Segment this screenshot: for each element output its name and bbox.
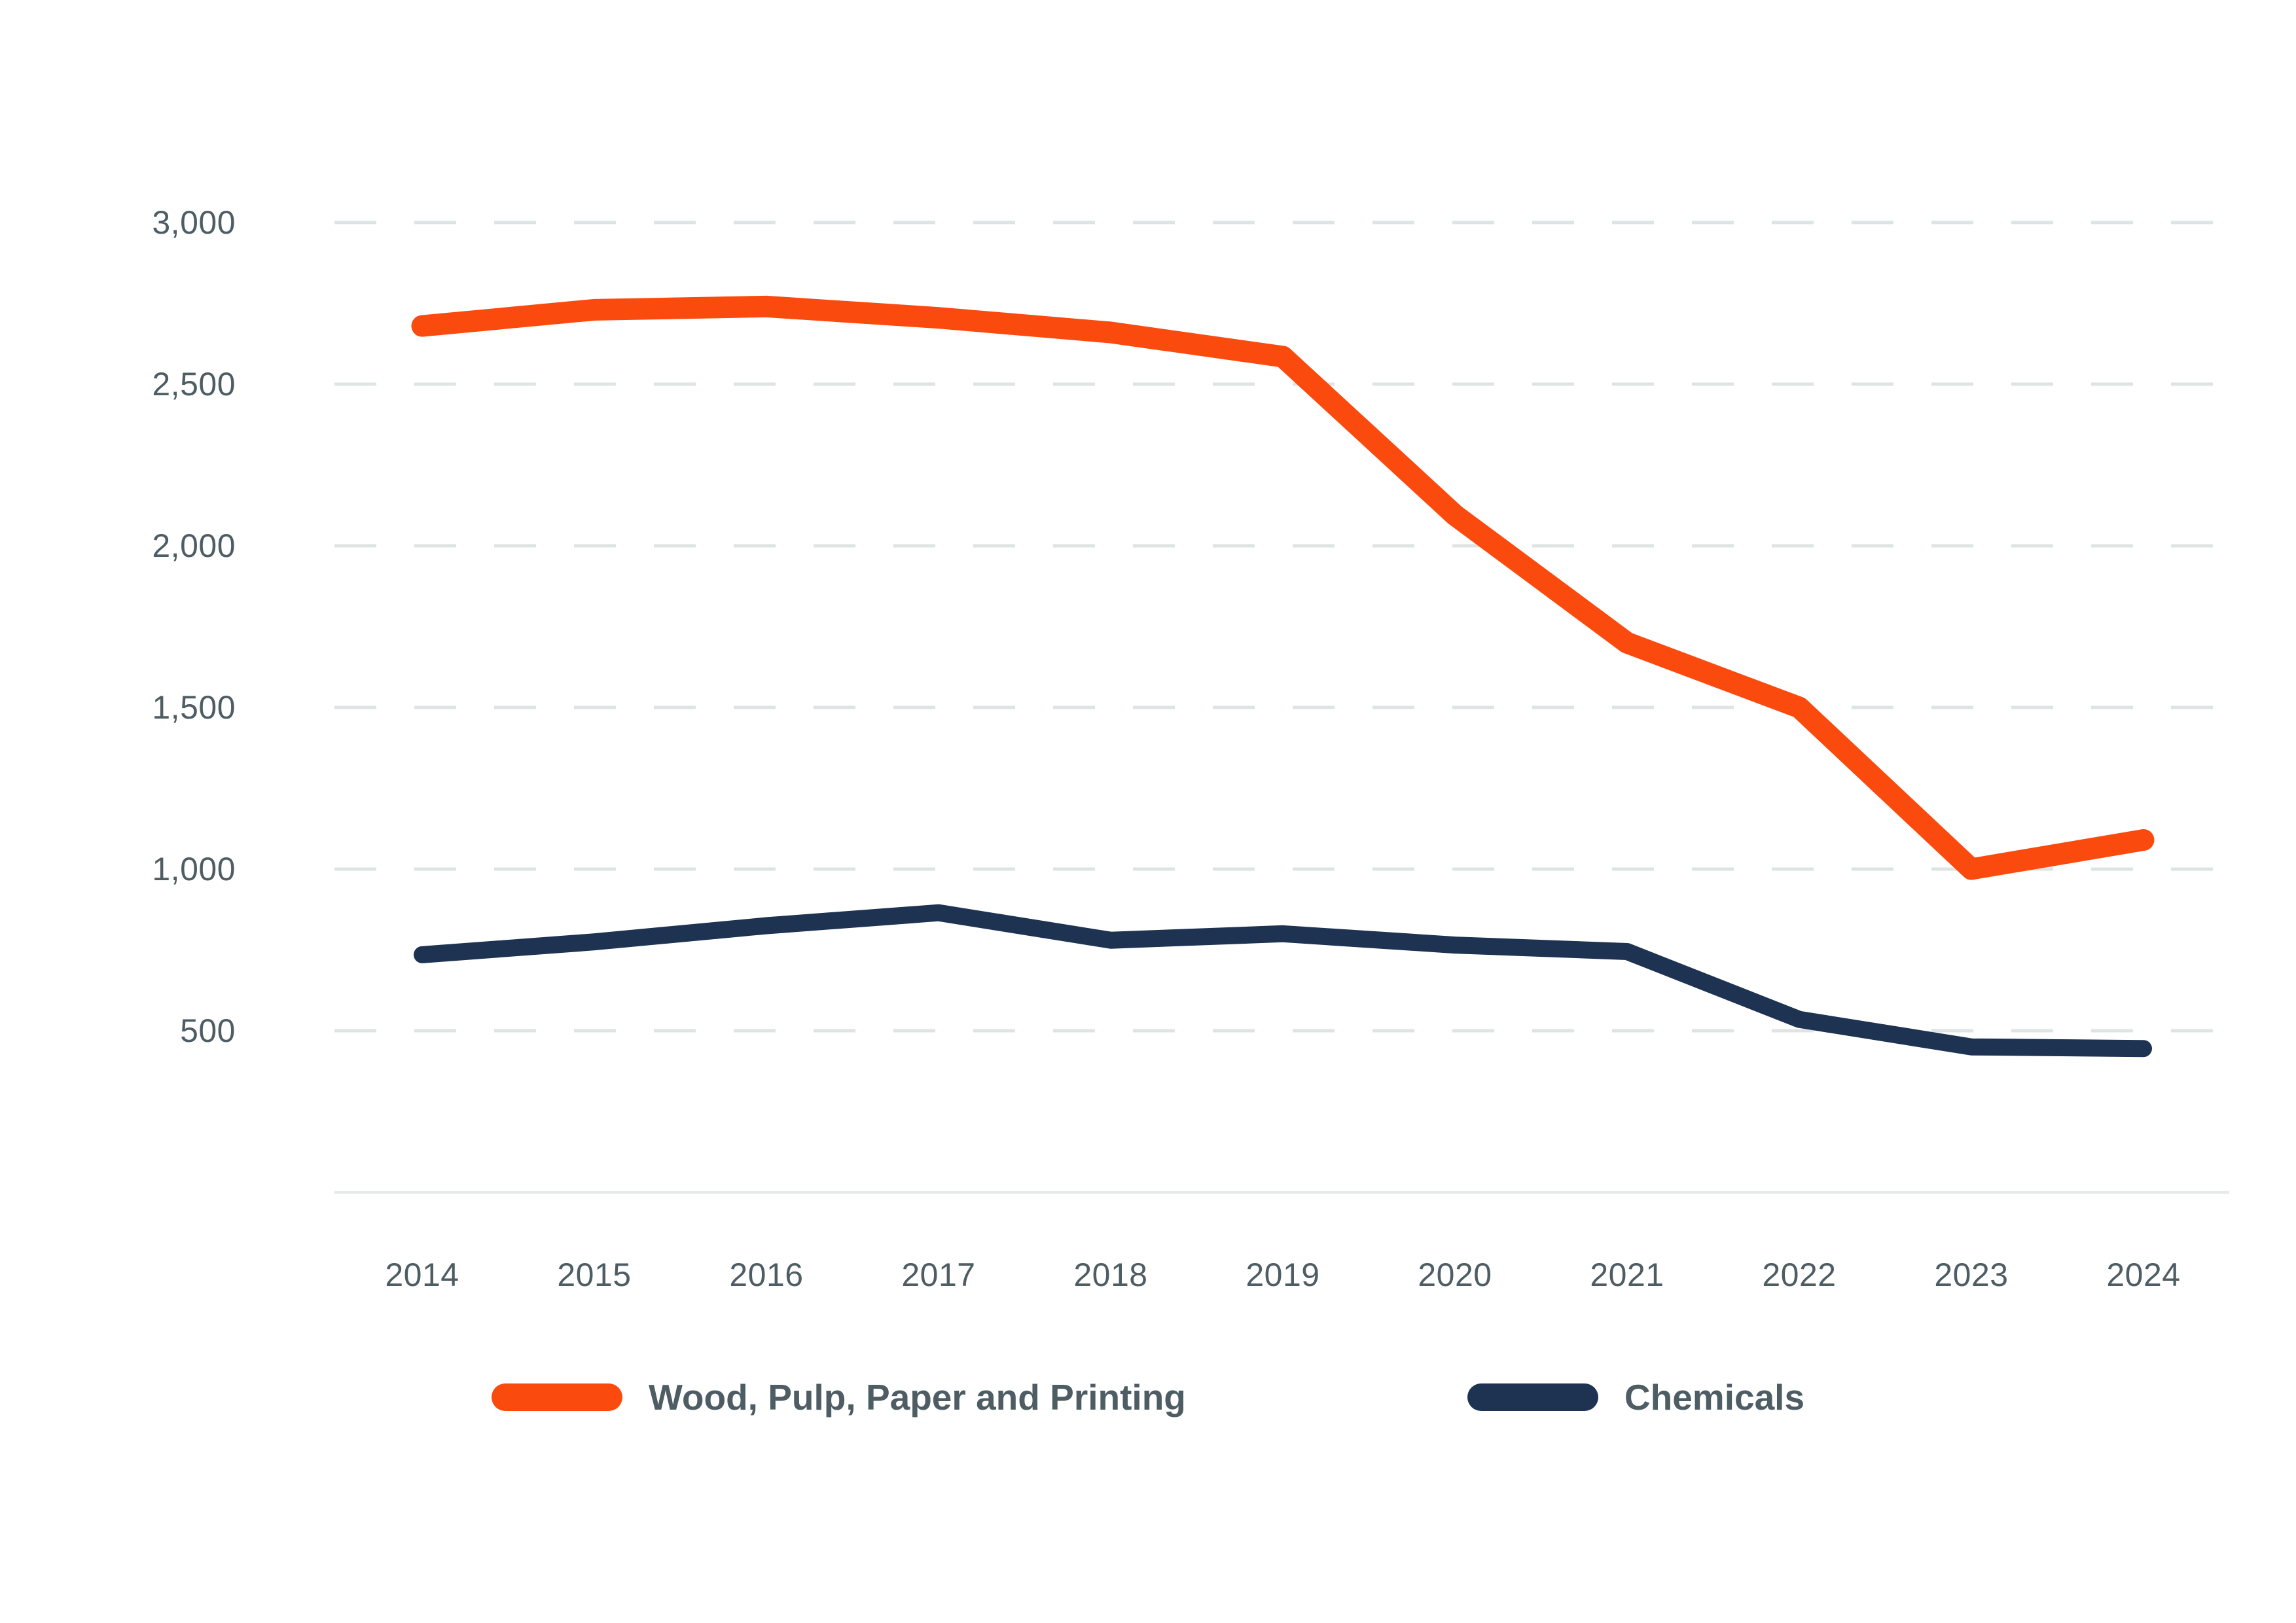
x-axis-label: 2018 <box>1073 1257 1147 1293</box>
wood-series-swatch-icon <box>491 1383 622 1411</box>
x-axis-label: 2016 <box>729 1257 803 1293</box>
legend-item-wood-pulp-paper-printing[interactable]: Wood, Pulp, Paper and Printing <box>491 1376 1186 1418</box>
x-axis-label: 2014 <box>385 1257 459 1293</box>
y-axis-label: 2,500 <box>152 366 236 402</box>
chart-legend: Wood, Pulp, Paper and Printing Chemicals <box>0 1368 2296 1427</box>
y-axis-label: 1,500 <box>152 689 236 726</box>
series-line-chemicals <box>414 904 2152 1058</box>
y-axis-label: 500 <box>180 1012 236 1049</box>
y-axis-label: 1,000 <box>152 851 236 887</box>
legend-label: Chemicals <box>1624 1377 1805 1418</box>
x-axis-label: 2020 <box>1418 1257 1492 1293</box>
x-axis-label: 2021 <box>1590 1257 1664 1293</box>
legend-label: Wood, Pulp, Paper and Printing <box>648 1377 1186 1418</box>
series-line-wood-pulp-paper-printing <box>411 295 2155 880</box>
x-axis-label: 2019 <box>1246 1257 1319 1293</box>
x-axis-label: 2024 <box>2106 1257 2180 1293</box>
x-axis-label: 2022 <box>1762 1257 1836 1293</box>
y-axis-label: 2,000 <box>152 527 236 564</box>
legend-item-chemicals[interactable]: Chemicals <box>1467 1376 1804 1418</box>
y-axis-label: 3,000 <box>152 204 236 241</box>
chemicals-series-swatch-icon <box>1467 1383 1598 1411</box>
x-axis-label: 2015 <box>557 1257 631 1293</box>
x-axis-label: 2023 <box>1934 1257 2008 1293</box>
x-axis-label: 2017 <box>901 1257 975 1293</box>
